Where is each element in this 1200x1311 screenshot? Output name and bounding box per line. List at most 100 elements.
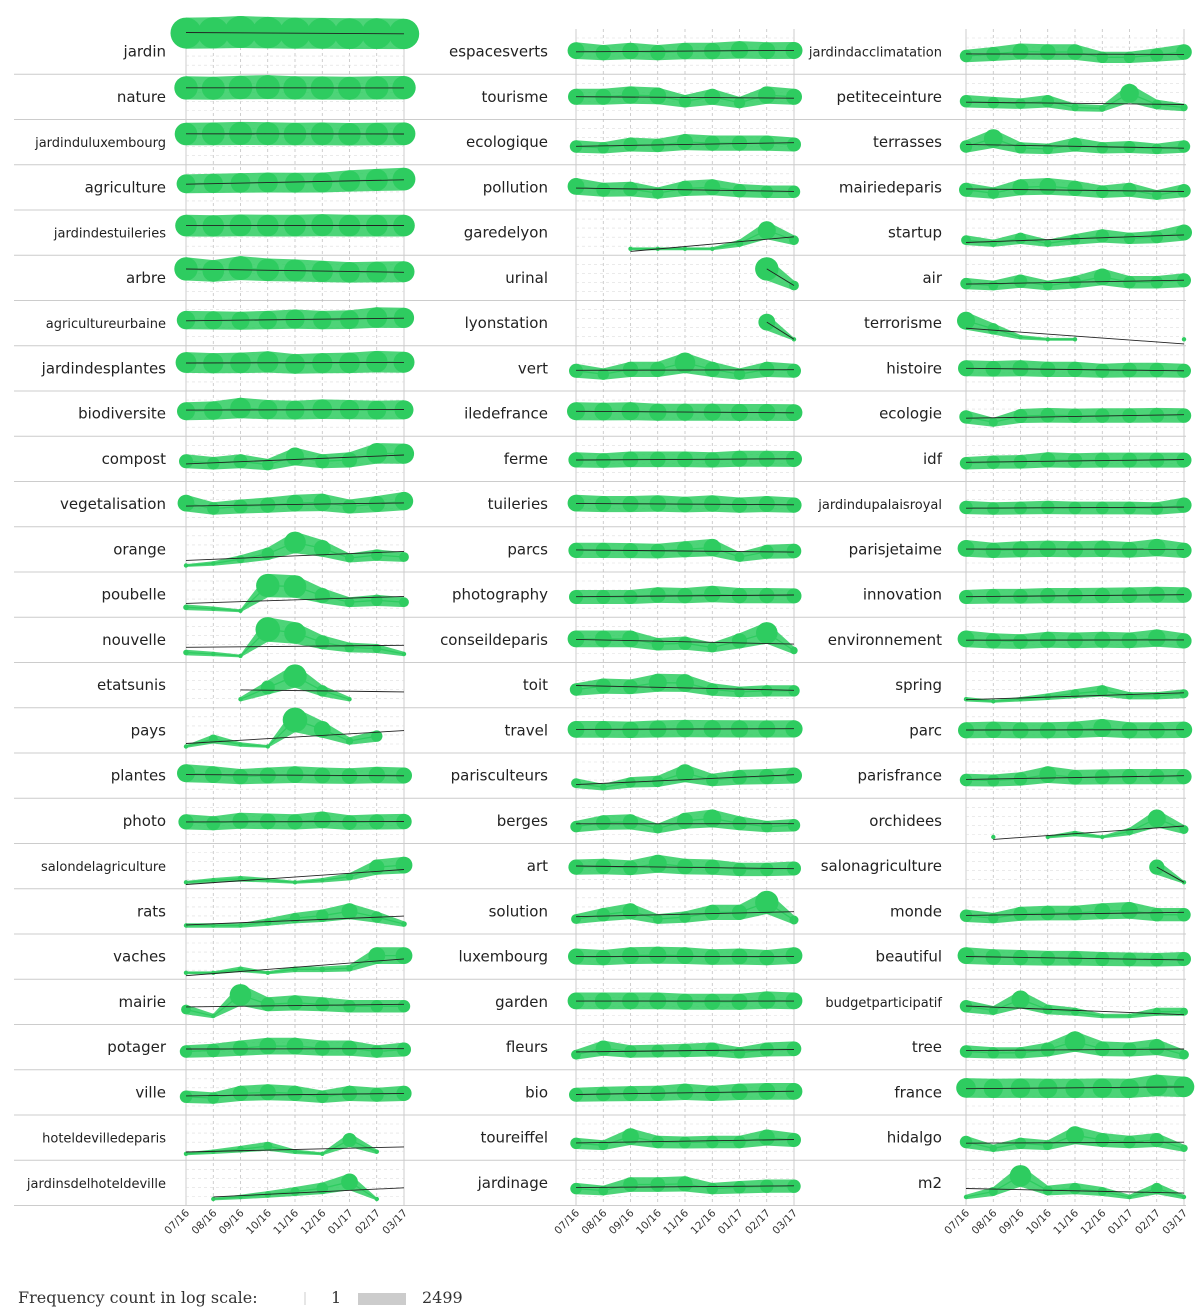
data-point bbox=[257, 351, 279, 373]
x-tick-label: 01/17 bbox=[326, 1207, 356, 1237]
data-point bbox=[238, 608, 243, 613]
sparkline-jardindestuileries: jardindestuileries bbox=[53, 214, 415, 247]
data-point bbox=[1150, 502, 1164, 515]
data-point bbox=[1014, 1047, 1027, 1059]
frequency-band bbox=[186, 707, 377, 748]
data-point bbox=[595, 1040, 611, 1056]
data-point bbox=[733, 96, 746, 109]
sparkline-parc: parc bbox=[909, 716, 1193, 745]
trend-line bbox=[965, 414, 1185, 419]
data-point bbox=[1127, 1194, 1132, 1200]
sparkline-lyonstation: lyonstation bbox=[465, 309, 797, 342]
sparkline-etatsunis: etatsunis bbox=[97, 664, 405, 702]
data-point bbox=[760, 185, 773, 198]
data-point bbox=[343, 1000, 356, 1013]
data-point bbox=[1176, 44, 1192, 60]
data-point bbox=[211, 970, 216, 975]
x-tick-label: 09/16 bbox=[997, 1207, 1027, 1237]
row-label: ferme bbox=[504, 450, 548, 468]
x-tick-label: 03/17 bbox=[770, 1207, 800, 1237]
row-label: idf bbox=[923, 450, 943, 468]
data-point bbox=[988, 1187, 998, 1196]
data-point bbox=[677, 1176, 693, 1192]
trend-line bbox=[185, 1146, 405, 1153]
row-label: vegetalisation bbox=[60, 495, 166, 513]
data-point bbox=[1122, 182, 1137, 197]
data-point bbox=[1119, 1078, 1140, 1098]
x-tick-label: 07/16 bbox=[942, 1207, 972, 1237]
data-point bbox=[1179, 825, 1189, 834]
data-point bbox=[341, 768, 358, 784]
data-point bbox=[177, 764, 195, 783]
row-label: jardinsdelhoteldeville bbox=[26, 1177, 166, 1192]
data-point bbox=[287, 1085, 303, 1101]
legend: Frequency count in log scale: 1 2499 bbox=[18, 1288, 463, 1307]
data-point bbox=[570, 820, 582, 833]
data-point bbox=[1176, 452, 1192, 468]
data-point bbox=[1040, 1042, 1055, 1057]
data-point bbox=[342, 499, 357, 514]
data-point bbox=[957, 947, 975, 964]
data-point bbox=[292, 966, 298, 973]
data-point bbox=[958, 722, 974, 739]
data-point bbox=[286, 766, 304, 783]
sparkline-salonagriculture: salonagriculture bbox=[821, 852, 1187, 885]
data-point bbox=[181, 1004, 191, 1015]
data-point bbox=[733, 1181, 746, 1194]
data-point bbox=[959, 182, 973, 197]
data-point bbox=[341, 452, 358, 468]
data-point bbox=[1125, 827, 1134, 836]
data-point bbox=[732, 862, 747, 877]
data-point bbox=[1067, 180, 1083, 196]
data-point bbox=[622, 947, 639, 964]
sparkline-orange: orange bbox=[113, 531, 409, 568]
data-point bbox=[237, 966, 244, 973]
data-point bbox=[339, 262, 360, 283]
data-point bbox=[237, 876, 244, 882]
data-point bbox=[1092, 1078, 1113, 1098]
row-label: petiteceinture bbox=[836, 88, 942, 106]
trend-line bbox=[240, 689, 405, 693]
data-point bbox=[755, 257, 779, 281]
trend-line bbox=[575, 142, 795, 147]
trend-line bbox=[965, 53, 1185, 55]
data-point bbox=[1093, 268, 1111, 286]
data-point bbox=[1013, 409, 1028, 423]
trend-line bbox=[575, 1090, 795, 1095]
row-label: jardindacclimatation bbox=[808, 46, 942, 61]
data-point bbox=[1150, 48, 1164, 62]
sparkline-france: france bbox=[894, 1074, 1195, 1107]
data-point bbox=[183, 970, 189, 975]
data-point bbox=[678, 95, 692, 108]
data-point bbox=[320, 878, 325, 883]
row-label: luxembourg bbox=[458, 948, 548, 966]
data-point bbox=[345, 553, 354, 563]
sparkline-salondelagriculture: salondelagriculture bbox=[41, 852, 413, 885]
data-point bbox=[676, 947, 694, 964]
row-label: vert bbox=[518, 359, 548, 377]
data-point bbox=[623, 860, 638, 876]
x-tick-label: 07/16 bbox=[552, 1207, 582, 1237]
data-point bbox=[1042, 280, 1053, 291]
row-label: etatsunis bbox=[97, 676, 166, 694]
data-point bbox=[179, 454, 193, 469]
row-label: poubelle bbox=[101, 586, 166, 604]
data-point bbox=[170, 17, 202, 49]
data-point bbox=[1150, 230, 1164, 244]
legend-title: Frequency count in log scale: bbox=[18, 1288, 258, 1307]
data-point bbox=[183, 563, 189, 568]
trend-line bbox=[965, 459, 1185, 463]
trend-line bbox=[185, 361, 405, 364]
data-point bbox=[648, 673, 667, 692]
row-label: orange bbox=[113, 540, 166, 558]
data-point bbox=[1177, 184, 1191, 198]
data-point bbox=[1068, 137, 1082, 152]
sparkline-garedelyon: garedelyon bbox=[464, 218, 799, 252]
data-point bbox=[238, 697, 243, 702]
data-point bbox=[1121, 722, 1138, 739]
data-point bbox=[959, 500, 973, 515]
x-tick-label: 11/16 bbox=[271, 1207, 301, 1237]
row-label: salonagriculture bbox=[821, 857, 942, 875]
data-point bbox=[707, 642, 718, 653]
data-point bbox=[956, 1078, 976, 1098]
